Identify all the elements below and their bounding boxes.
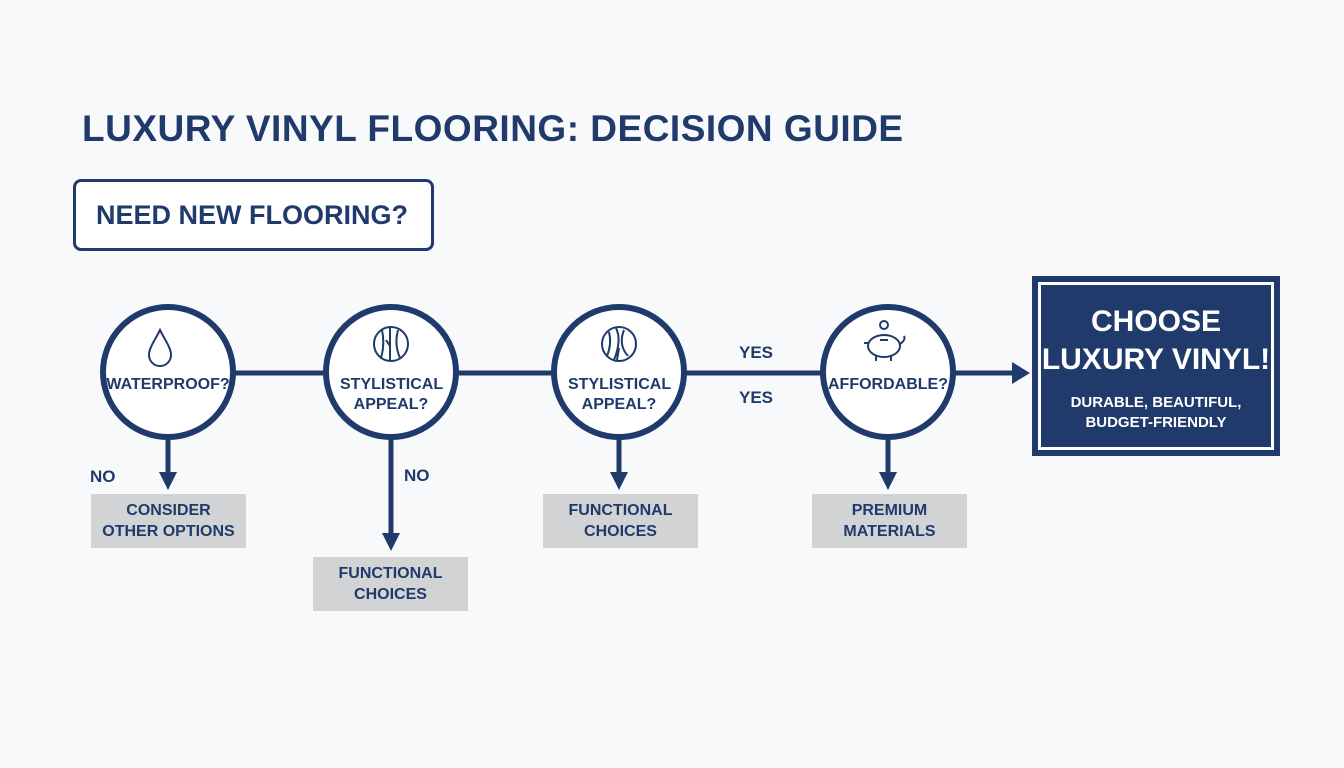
decision-label-1: WATERPROOF? (106, 376, 230, 393)
arrowhead (382, 533, 400, 551)
edge-label-no: NO (90, 467, 116, 486)
edge-label-yes: YES (739, 343, 774, 362)
arrowhead (159, 472, 177, 490)
start-node: NEED NEW FLOORING? (73, 179, 434, 251)
final-result-box: CHOOSE LUXURY VINYL! DURABLE, BEAUTIFUL,… (1032, 276, 1280, 456)
decision-circle-2 (323, 304, 459, 440)
decision-circle-4 (820, 304, 956, 440)
wood-grain-icon (601, 326, 637, 362)
outcome-box-1: CONSIDER OTHER OPTIONS (91, 494, 246, 548)
decision-label-4: AFFORDABLE? (828, 376, 948, 393)
arrowhead (610, 472, 628, 490)
arrowhead (879, 472, 897, 490)
decision-label-2: STYLISTICAL APPEAL? (340, 376, 444, 413)
outcome-box-4: PREMIUM MATERIALS (812, 494, 967, 548)
outcome-box-3: FUNCTIONAL CHOICES (543, 494, 698, 548)
arrowhead (1012, 362, 1030, 384)
edge-label-no: NO (404, 466, 430, 485)
decision-label-3: STYLISTICAL APPEAL? (568, 376, 672, 413)
final-title: CHOOSE LUXURY VINYL! (1041, 305, 1271, 376)
decision-circle-3 (551, 304, 687, 440)
outcome-box-2: FUNCTIONAL CHOICES (313, 557, 468, 611)
decision-circle-1 (100, 304, 236, 440)
wood-grain-icon (373, 326, 409, 362)
water-drop-icon (147, 327, 173, 367)
piggy-bank-icon (864, 320, 906, 361)
edge-label-yes: YES (739, 388, 774, 407)
final-subtitle: DURABLE, BEAUTIFUL, BUDGET-FRIENDLY (1070, 394, 1242, 431)
page-title: LUXURY VINYL FLOORING: DECISION GUIDE (82, 108, 904, 149)
